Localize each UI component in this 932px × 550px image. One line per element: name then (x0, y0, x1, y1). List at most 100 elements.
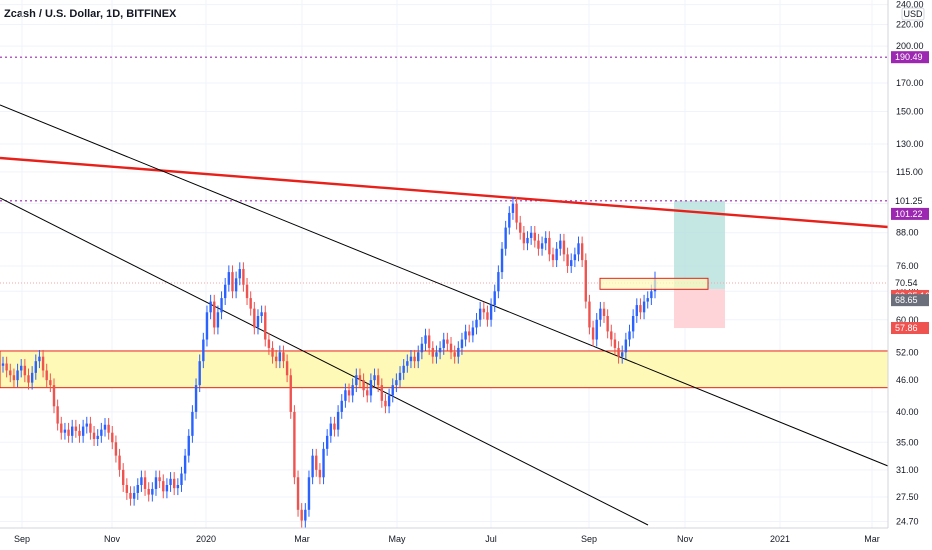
resistance-box (599, 277, 709, 290)
level-top-badge: 190.49 (895, 52, 923, 62)
candle-body (49, 380, 52, 386)
time-tick-label: Mar (294, 534, 310, 544)
profit-zone (674, 200, 725, 290)
candle-body (16, 370, 19, 381)
red-resistance-trendline (0, 156, 889, 229)
trendlines (0, 104, 889, 526)
candle-body (63, 429, 67, 433)
candle-body (369, 380, 373, 396)
candle-body (52, 385, 56, 407)
candle-body (376, 375, 380, 386)
stop-price-badge-bg (891, 322, 929, 335)
support-zone (0, 350, 889, 389)
level-top-badge-bg (891, 51, 929, 64)
candle-body (333, 423, 336, 430)
candle-body (373, 375, 376, 381)
candle-body (209, 301, 212, 313)
price-tick-label: 60.00 (896, 315, 919, 325)
candle-body (238, 269, 241, 279)
price-tick-label: 200.00 (896, 41, 924, 51)
time-tick-label: 2021 (770, 534, 790, 544)
candle-body (336, 411, 340, 430)
currency-badge[interactable] (901, 7, 925, 21)
price-badges: 190.49101.25101.2270.5408:25:1668.6557.8… (891, 51, 930, 335)
candle-body (205, 312, 209, 340)
candle-body (471, 327, 475, 336)
candle-body (398, 372, 402, 381)
candle-body (500, 248, 504, 273)
candle-body (23, 365, 27, 376)
stop-price-badge: 57.86 (895, 323, 918, 333)
price-tick-label: 150.00 (896, 107, 924, 117)
candle-body (27, 375, 30, 383)
candle-body (588, 301, 591, 328)
candle-body (216, 312, 220, 328)
candle-body (606, 315, 609, 332)
candle-body (384, 400, 387, 407)
candle-body (114, 442, 118, 456)
candle-body (213, 301, 216, 328)
candle-body (74, 426, 78, 431)
candle-body (256, 315, 260, 328)
time-tick-label: 2020 (196, 534, 216, 544)
candle-body (380, 385, 384, 401)
candle-body (449, 343, 453, 353)
candle-body (409, 356, 413, 362)
candle-body (202, 339, 205, 362)
candle-body (628, 331, 631, 340)
time-tick-label: Mar (864, 534, 880, 544)
price-tick-label: 35.00 (896, 437, 919, 447)
candle-body (635, 305, 638, 316)
candle-body (307, 477, 311, 510)
candle-body (67, 429, 70, 436)
candle-body (591, 327, 595, 340)
candle-body (453, 352, 456, 357)
chart-overlays (599, 277, 709, 290)
price-tick-label: 27.50 (896, 492, 919, 502)
candle-body (304, 509, 307, 521)
candle-body (285, 361, 289, 376)
candle-body (424, 335, 427, 344)
candle-body (132, 492, 136, 499)
candle-body (489, 305, 493, 320)
candle-body (242, 269, 245, 285)
candle-body (621, 352, 624, 357)
chart-zones (0, 56, 889, 389)
marker-price-badge: 68.65 (895, 295, 918, 305)
candle-body (533, 232, 536, 241)
candle-body (406, 361, 409, 366)
candle-body (38, 356, 41, 362)
candle-body (20, 365, 23, 371)
candle-body (81, 426, 85, 436)
price-tick-label: 52.00 (896, 347, 919, 357)
price-tick-label: 240.00 (896, 0, 924, 10)
candle-body (162, 481, 165, 492)
price-tick-label: 88.00 (896, 228, 919, 238)
candle-body (264, 312, 267, 340)
candle-body (551, 254, 555, 261)
price-tick-label: 220.00 (896, 19, 924, 29)
candle-body (296, 477, 300, 510)
time-axis[interactable]: Sep Nov 2020 Mar May Jul Sep Nov 2021 Mar (14, 534, 880, 544)
candle-body (89, 423, 92, 433)
candle-body (122, 469, 125, 485)
candle-body (566, 254, 569, 267)
candle-body (482, 308, 486, 313)
candle-body (103, 424, 107, 430)
candle-body (107, 424, 110, 433)
candle-body (387, 395, 391, 407)
level-mid-a-badge-bg (891, 194, 929, 207)
candle-body (559, 240, 562, 249)
price-axis-panel[interactable] (888, 0, 932, 528)
candle-body (172, 478, 176, 489)
candle-body (111, 432, 114, 443)
candle-body (176, 484, 180, 489)
candle-body (96, 435, 99, 440)
candle-body (34, 361, 37, 373)
candle-body (391, 385, 394, 396)
candle-body (41, 356, 45, 371)
candle-body (642, 301, 646, 313)
candle-body (325, 435, 329, 449)
candle-body (329, 423, 333, 436)
